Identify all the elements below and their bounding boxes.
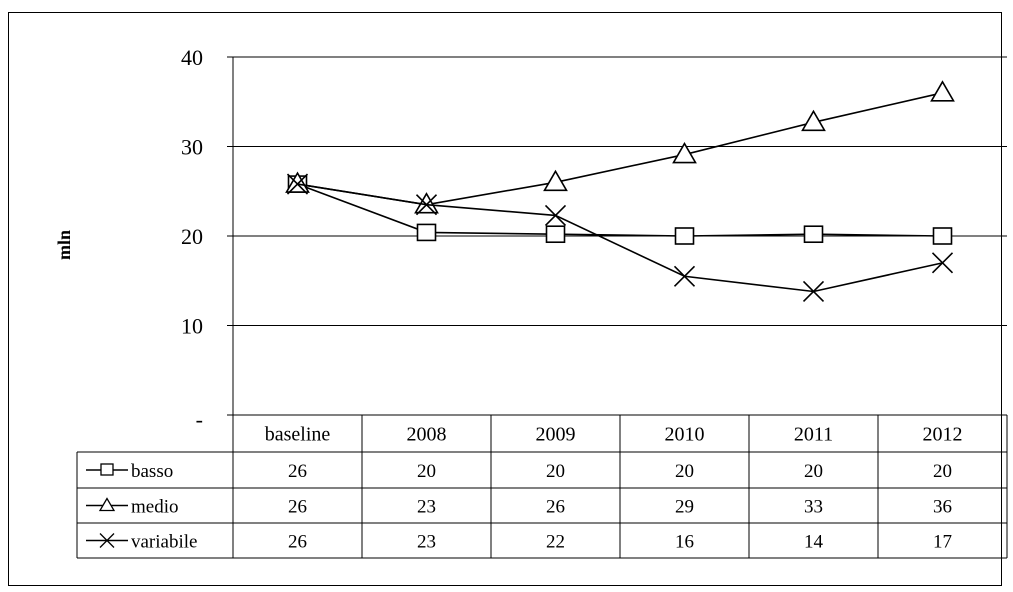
data-label: 29 bbox=[675, 497, 694, 518]
point-basso bbox=[932, 227, 953, 245]
y-axis-label: mln bbox=[54, 230, 74, 260]
y-tick-label: - bbox=[196, 407, 203, 432]
series-line-variabile bbox=[297, 183, 943, 293]
data-label: 20 bbox=[417, 461, 436, 482]
point-medio bbox=[285, 171, 310, 193]
point-variabile bbox=[673, 265, 696, 287]
point-medio bbox=[543, 169, 568, 192]
data-label: 22 bbox=[546, 532, 565, 553]
y-tick-label: 40 bbox=[181, 45, 203, 70]
data-label: 20 bbox=[933, 461, 952, 482]
legend-label: variabile bbox=[131, 532, 197, 553]
point-medio bbox=[672, 141, 697, 164]
point-basso bbox=[803, 225, 824, 244]
point-variabile bbox=[544, 204, 567, 226]
x-category-label: 2012 bbox=[923, 424, 963, 446]
data-label: 16 bbox=[675, 532, 694, 553]
legend-marker-basso bbox=[100, 463, 114, 476]
x-category-label: 2009 bbox=[536, 424, 576, 446]
data-label: 20 bbox=[675, 461, 694, 482]
legend-label: basso bbox=[131, 461, 173, 482]
data-label: 26 bbox=[288, 461, 307, 482]
data-label: 20 bbox=[546, 461, 565, 482]
series-line-basso bbox=[297, 183, 943, 237]
point-variabile bbox=[286, 173, 309, 195]
data-label: 26 bbox=[546, 497, 565, 518]
x-category-label: 2010 bbox=[665, 424, 705, 446]
point-basso bbox=[674, 227, 695, 245]
point-variabile bbox=[931, 252, 954, 274]
data-label: 23 bbox=[417, 532, 436, 553]
y-tick-label: 30 bbox=[181, 135, 203, 160]
data-label: 26 bbox=[288, 532, 307, 553]
data-label: 14 bbox=[804, 532, 824, 553]
point-basso bbox=[416, 223, 437, 242]
x-category-label: 2011 bbox=[794, 424, 833, 446]
y-tick-label: 10 bbox=[181, 314, 203, 339]
data-label: 17 bbox=[933, 532, 952, 553]
point-variabile bbox=[415, 194, 438, 216]
x-category-label: 2008 bbox=[407, 424, 447, 446]
point-medio bbox=[801, 109, 826, 132]
point-variabile bbox=[802, 280, 825, 303]
data-label: 23 bbox=[417, 497, 436, 518]
chart-frame bbox=[8, 12, 1002, 586]
y-tick-label: 20 bbox=[181, 224, 203, 249]
x-category-label: baseline bbox=[265, 424, 331, 446]
series-line-medio bbox=[297, 92, 943, 206]
data-label: 36 bbox=[933, 497, 952, 518]
legend-marker-variabile bbox=[99, 533, 115, 548]
legend-marker-medio bbox=[98, 497, 116, 512]
data-label: 33 bbox=[804, 497, 823, 518]
point-basso bbox=[545, 225, 566, 244]
data-label: 20 bbox=[804, 461, 823, 482]
legend-label: medio bbox=[131, 497, 179, 518]
point-medio bbox=[930, 80, 955, 102]
data-label: 26 bbox=[288, 497, 307, 518]
